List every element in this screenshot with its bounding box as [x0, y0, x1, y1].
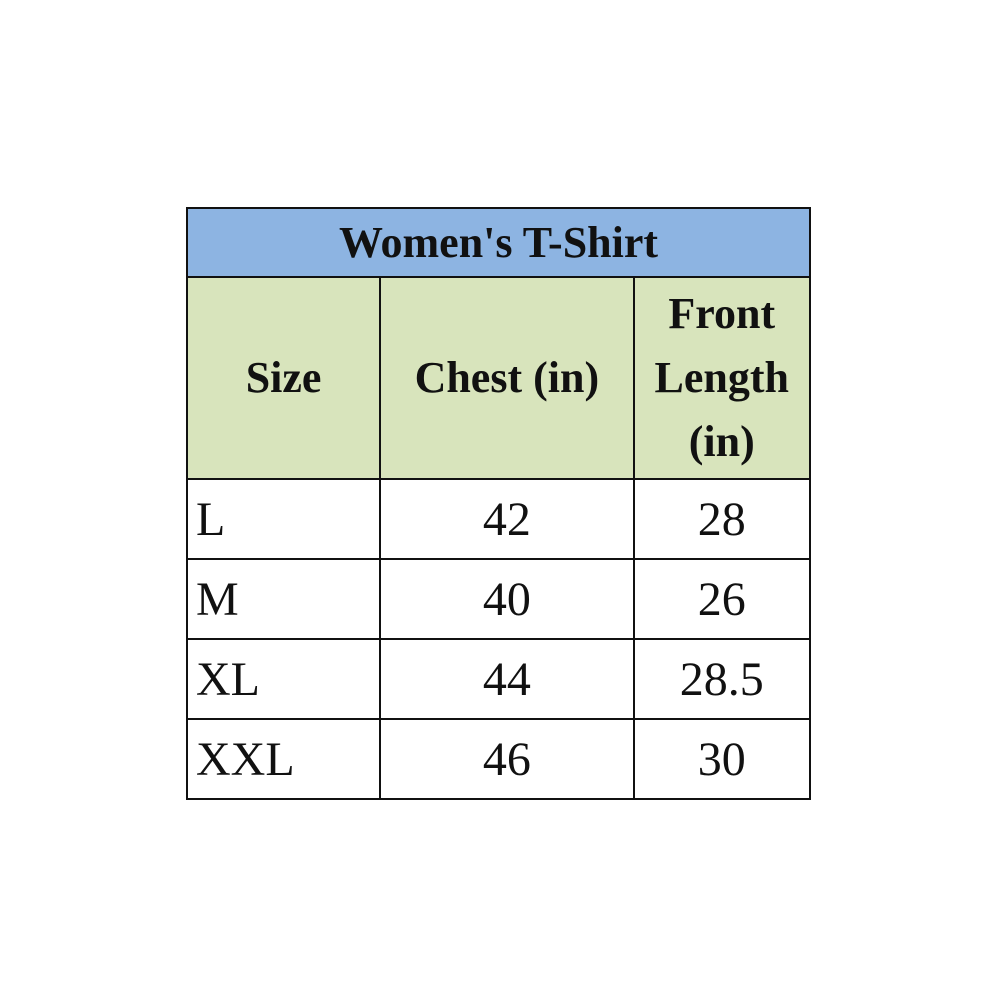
chest-cell: 40 [379, 558, 635, 640]
front-length-cell: 26 [632, 558, 812, 640]
header-size: Size [185, 276, 382, 480]
table-row: XXL 46 30 [185, 718, 812, 800]
chest-cell: 42 [379, 478, 635, 560]
chest-cell: 44 [379, 638, 635, 720]
header-chest: Chest (in) [379, 276, 635, 480]
chest-cell: 46 [379, 718, 635, 800]
size-cell: XL [185, 638, 382, 720]
size-cell: M [185, 558, 382, 640]
header-front-length: Front Length (in) [632, 276, 812, 480]
table-row: XL 44 28.5 [185, 638, 812, 720]
table-title: Women's T-Shirt [186, 207, 811, 278]
front-length-cell: 30 [632, 718, 812, 800]
size-cell: XXL [185, 718, 382, 800]
size-cell: L [185, 478, 382, 560]
front-length-cell: 28.5 [632, 638, 812, 720]
front-length-cell: 28 [632, 478, 812, 560]
table-row: M 40 26 [185, 558, 812, 640]
size-chart-table: Women's T-Shirt Size Chest (in) Front Le… [185, 207, 812, 800]
table-row: L 42 28 [185, 478, 812, 560]
